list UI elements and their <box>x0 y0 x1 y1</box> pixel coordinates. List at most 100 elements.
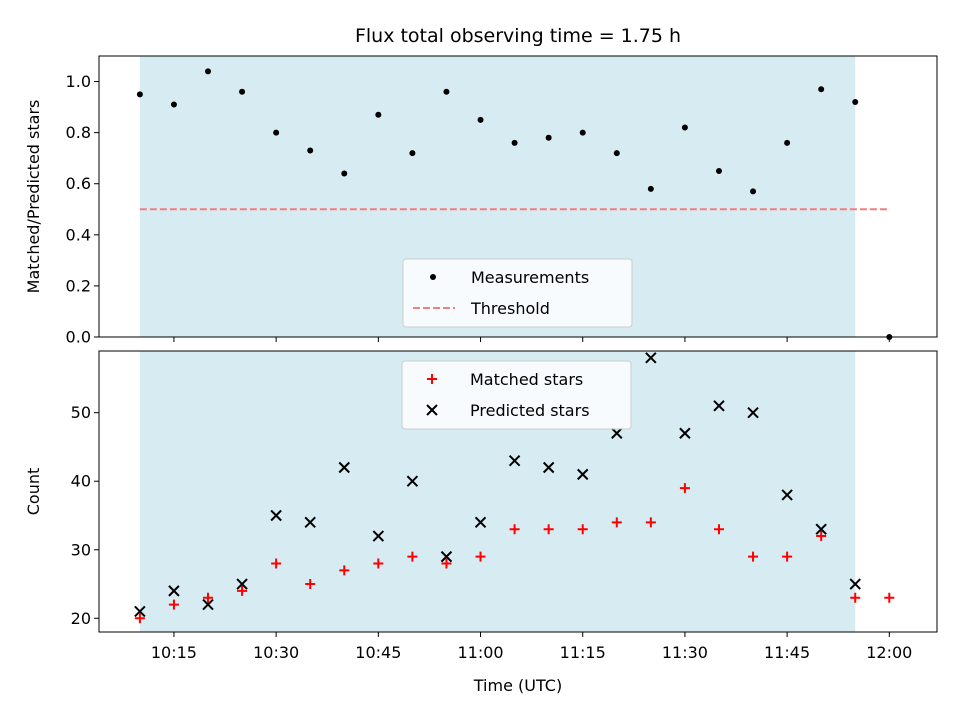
matched-stars-point <box>543 524 554 535</box>
panel-1: 0.0 0.2 0.4 0.6 0.8 1.0 Flux total observing t… <box>24 25 938 347</box>
matched-stars-point <box>645 517 656 528</box>
measurement-point <box>579 129 586 136</box>
y-tick-label: 50 <box>71 403 91 422</box>
y-tick-label: 30 <box>71 540 91 559</box>
matched-stars-point <box>407 551 418 562</box>
predicted-stars-point <box>440 550 453 563</box>
series-predicted-stars <box>134 352 861 618</box>
matched-stars-point <box>509 524 520 535</box>
predicted-stars-point <box>338 461 350 474</box>
y-tick-label: 0.0 <box>66 328 91 347</box>
measurement-point <box>784 139 791 146</box>
matched-stars-point <box>441 558 452 569</box>
x-tick-label: 11:00 <box>457 643 503 662</box>
axes-frame <box>98 350 938 633</box>
y-tick-label: 0.8 <box>66 123 91 142</box>
measurement-point <box>818 86 825 93</box>
matched-stars-point <box>713 524 724 535</box>
matched-stars-point <box>271 558 282 569</box>
matched-stars-point <box>339 565 350 576</box>
series-matched-stars <box>134 483 895 624</box>
matched-stars-point <box>816 531 827 542</box>
x-tick-label: 11:30 <box>662 643 708 662</box>
legend-box <box>401 360 632 430</box>
measurement-point <box>443 88 450 95</box>
measurement-point <box>750 188 757 195</box>
matched-stars-point <box>475 551 486 562</box>
panel-2: 20 30 40 50 10:15 10:30 10:45 11:00 11:15 11:30 11… <box>24 350 938 695</box>
measurement-point <box>681 124 688 131</box>
measurement-point <box>341 170 348 177</box>
matched-stars-point <box>748 551 759 562</box>
matched-stars-point <box>850 592 861 603</box>
legend-label: Matched stars <box>470 370 583 389</box>
matched-stars-point <box>884 592 895 603</box>
measurement-point <box>409 150 416 157</box>
x-axis-label: Time (UTC) <box>473 676 562 695</box>
x-tick-label: 11:15 <box>560 643 606 662</box>
matched-stars-point <box>203 592 214 603</box>
measurement-point <box>273 129 280 136</box>
predicted-stars-point <box>372 530 385 542</box>
y-axis-label: Matched/Predicted stars <box>24 100 43 294</box>
predicted-stars-point <box>713 400 725 412</box>
predicted-stars-point <box>508 454 521 467</box>
axes-frame <box>98 55 938 338</box>
predicted-stars-point <box>781 489 793 501</box>
y-axis-label: Count <box>24 468 43 516</box>
matched-stars-point <box>679 483 690 494</box>
y-tick-label: 0.6 <box>66 174 91 193</box>
x-tick-label: 10:45 <box>355 643 401 662</box>
matched-stars-point <box>134 613 145 624</box>
predicted-stars-point <box>406 475 419 487</box>
legend-label: Predicted stars <box>470 401 590 420</box>
x-tick-label: 10:15 <box>151 643 197 662</box>
predicted-stars-point <box>202 598 214 611</box>
measurement-point <box>511 139 518 146</box>
predicted-stars-point <box>236 578 248 590</box>
predicted-stars-point <box>747 406 759 419</box>
matched-stars-point <box>782 551 793 562</box>
x-tick-label: 10:30 <box>253 643 299 662</box>
x-tick-label: 11:45 <box>764 643 810 662</box>
measurement-point <box>205 68 212 75</box>
measurement-point <box>715 167 722 174</box>
predicted-stars-point <box>542 461 555 474</box>
x-tick-label: 12:00 <box>866 643 912 662</box>
measurement-point <box>852 98 859 105</box>
matched-stars-point <box>577 524 588 535</box>
legend-plus-icon <box>427 374 437 384</box>
matched-stars-point <box>373 558 384 569</box>
predicted-stars-point <box>611 427 623 439</box>
measurement-point <box>545 134 552 141</box>
predicted-stars-point <box>304 516 316 529</box>
measurement-point <box>170 101 177 108</box>
y-tick-label: 20 <box>71 609 91 628</box>
matched-stars-point <box>237 585 248 596</box>
legend: Matched stars Predicted stars <box>401 360 632 430</box>
legend-x-icon <box>426 404 438 416</box>
predicted-stars-point <box>474 516 487 529</box>
measurement-point <box>307 147 314 154</box>
predicted-stars-point <box>815 523 827 535</box>
legend-dot-icon <box>430 274 436 280</box>
predicted-stars-point <box>134 605 146 618</box>
measurement-point <box>477 116 484 123</box>
legend-box <box>402 258 633 328</box>
y-tick-label: 40 <box>71 472 91 491</box>
matched-stars-point <box>168 599 179 610</box>
predicted-stars-point <box>577 468 589 481</box>
legend-label: Threshold <box>470 299 550 318</box>
predicted-stars-point <box>849 578 861 590</box>
predicted-stars-point <box>645 352 657 364</box>
measurement-point <box>613 150 620 157</box>
legend: Measurements Threshold <box>402 258 633 328</box>
y-tick-label: 0.2 <box>66 276 91 295</box>
predicted-stars-point <box>270 509 282 522</box>
matched-stars-point <box>611 517 622 528</box>
measurement-point <box>136 91 143 98</box>
y-tick-label: 1.0 <box>66 72 91 91</box>
matched-stars-point <box>305 579 316 590</box>
predicted-stars-point <box>168 585 180 597</box>
